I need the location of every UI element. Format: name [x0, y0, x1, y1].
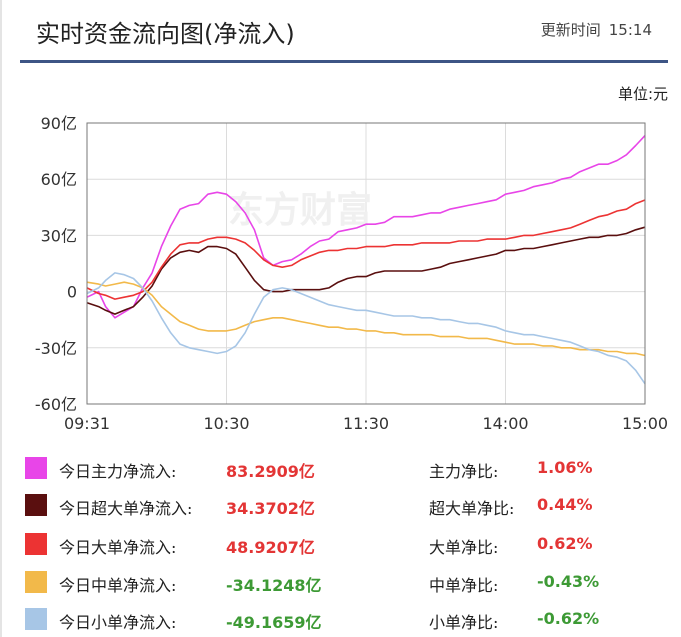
page-title: 实时资金流向图(净流入): [36, 20, 295, 48]
flow-chart: 东方财富 90亿 60亿 30亿 0 -30亿 -60亿 09:31 10:30 11:30 1…: [35, 114, 668, 433]
y-tick-label: -60亿: [35, 395, 77, 414]
legend-row: 今日中单净流入: -34.1248亿 中单净比: -0.43%: [25, 570, 665, 595]
legend-ratio: -0.62%: [537, 609, 600, 628]
series-line-1: [86, 226, 646, 315]
legend-label: 今日中单净流入:: [59, 576, 177, 595]
legend-value: 48.9207亿: [226, 538, 315, 557]
watermark: 东方财富: [228, 189, 372, 231]
y-tick-label: 90亿: [41, 114, 77, 133]
x-tick-label: 11:30: [343, 414, 389, 433]
legend-row: 今日大单净流入: 48.9207亿 大单净比: 0.62%: [25, 532, 665, 557]
y-tick-label: 60亿: [41, 170, 77, 189]
y-tick-label: 30亿: [41, 226, 77, 245]
series-line-0: [86, 135, 646, 319]
legend-value: 34.3702亿: [226, 499, 315, 518]
x-tick-label: 09:31: [64, 414, 110, 433]
frame-border: [0, 0, 2, 637]
y-tick-label: 0: [67, 283, 77, 302]
legend-label: 今日小单净流入:: [59, 613, 177, 632]
header: 实时资金流向图(净流入) 更新时间 15:14: [20, 0, 668, 63]
legend-swatch: [25, 608, 47, 630]
update-time: 更新时间 15:14: [541, 19, 652, 40]
update-time-label: 更新时间: [540, 21, 601, 39]
legend-ratio-label: 主力净比:: [429, 462, 499, 481]
legend-row: 今日小单净流入: -49.1659亿 小单净比: -0.62%: [25, 607, 665, 632]
legend-ratio-label: 大单净比:: [429, 538, 499, 557]
legend-value: -34.1248亿: [226, 576, 322, 595]
legend-ratio-label: 超大单净比:: [429, 499, 515, 518]
legend-ratio: -0.43%: [537, 572, 600, 591]
x-tick-label: 10:30: [203, 414, 249, 433]
legend-label: 今日主力净流入:: [59, 462, 177, 481]
legend-ratio-label: 中单净比:: [429, 576, 499, 595]
legend-swatch: [25, 533, 47, 555]
legend-row: 今日主力净流入: 83.2909亿 主力净比: 1.06%: [25, 456, 665, 481]
legend-ratio-label: 小单净比:: [429, 613, 499, 632]
legend-swatch: [25, 457, 47, 479]
legend-ratio: 1.06%: [537, 458, 593, 477]
series-line-2: [86, 199, 646, 300]
legend-swatch: [25, 571, 47, 593]
legend-swatch: [25, 494, 47, 516]
legend-ratio: 0.62%: [537, 534, 593, 553]
x-axis: 09:31 10:30 11:30 14:00 15:00: [64, 414, 668, 433]
legend-value: 83.2909亿: [226, 462, 315, 481]
legend-label: 今日超大单净流入:: [59, 499, 193, 518]
x-tick-label: 14:00: [482, 414, 528, 433]
y-tick-label: -30亿: [35, 339, 77, 358]
legend-ratio: 0.44%: [537, 495, 593, 514]
legend-label: 今日大单净流入:: [59, 538, 177, 557]
series-layer: [86, 135, 646, 385]
chart-grid: [87, 123, 645, 404]
legend-value: -49.1659亿: [226, 613, 322, 632]
legend-row: 今日超大单净流入: 34.3702亿 超大单净比: 0.44%: [25, 493, 665, 518]
y-axis: 90亿 60亿 30亿 0 -30亿 -60亿: [35, 114, 77, 414]
unit-label: 单位:元: [617, 85, 668, 103]
series-line-4: [86, 272, 646, 385]
update-time-value: 15:14: [608, 21, 652, 39]
series-line-3: [86, 281, 646, 357]
plot-frame: [86, 122, 646, 405]
x-tick-label: 15:00: [622, 414, 668, 433]
